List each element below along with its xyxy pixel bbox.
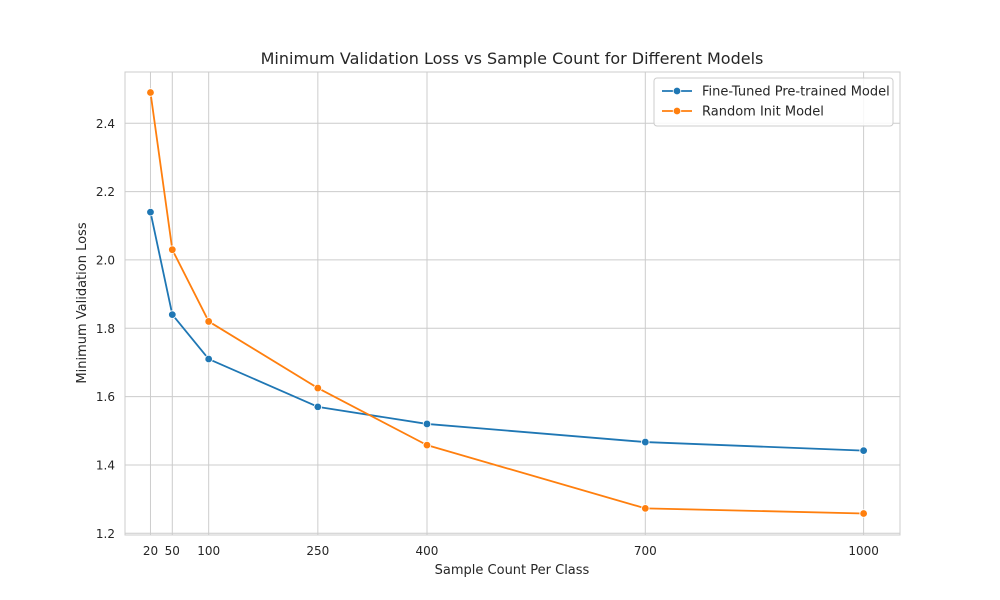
series-1-point	[204, 317, 213, 326]
series-0-point	[146, 207, 155, 217]
legend-box	[653, 77, 894, 127]
legend-marker-random-init	[672, 106, 682, 116]
legend: Fine-Tuned Pre-trained Model Random Init…	[653, 77, 894, 127]
series-0-point	[422, 419, 432, 429]
x-axis-ticks: 20 50 100 250 400 700 1000	[143, 544, 879, 558]
x-tick-label: 400	[416, 544, 439, 558]
series-1-point	[859, 509, 868, 518]
legend-label-finetuned: Fine-Tuned Pre-trained Model	[702, 85, 890, 100]
series-1-point	[422, 440, 432, 450]
y-tick-label: 2.2	[96, 185, 115, 199]
x-tick-label: 100	[197, 544, 220, 558]
y-tick-label: 2.4	[96, 117, 115, 131]
series-0-point	[313, 402, 323, 412]
series-0-point	[168, 310, 177, 319]
gridlines	[125, 72, 900, 535]
y-tick-label: 1.8	[96, 322, 115, 336]
x-tick-label: 1000	[848, 544, 879, 558]
x-tick-label: 20	[143, 544, 158, 558]
plot-area-frame	[124, 71, 901, 536]
x-tick-label: 700	[634, 544, 657, 558]
chart-title: Minimum Validation Loss vs Sample Count …	[261, 49, 764, 68]
series-0-point	[859, 446, 868, 455]
series-1-point	[146, 88, 155, 97]
y-axis-label: Minimum Validation Loss	[75, 222, 90, 383]
legend-marker-finetuned	[672, 86, 682, 96]
x-tick-label: 50	[165, 544, 180, 558]
x-axis-label: Sample Count Per Class	[435, 563, 590, 578]
y-tick-label: 1.6	[96, 390, 115, 404]
series-0-point	[204, 354, 213, 364]
legend-label-random-init: Random Init Model	[702, 105, 824, 120]
series-1-point	[313, 383, 323, 393]
y-tick-label: 1.4	[96, 458, 115, 472]
x-tick-label: 250	[306, 544, 329, 558]
series-0-point	[641, 437, 650, 447]
series-1-point	[641, 504, 650, 513]
y-tick-label: 2.0	[96, 253, 115, 267]
series-1-point	[168, 245, 177, 254]
data-series	[146, 88, 868, 518]
y-axis-ticks: 1.2 1.4 1.6 1.8 2.0 2.2 2.4	[96, 117, 115, 541]
y-tick-label: 1.2	[96, 527, 115, 541]
